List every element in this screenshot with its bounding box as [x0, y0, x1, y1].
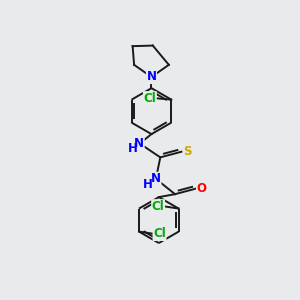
Text: H: H — [143, 178, 153, 191]
Text: N: N — [134, 137, 144, 150]
Text: O: O — [196, 182, 206, 195]
Text: Cl: Cl — [153, 227, 166, 240]
Text: Cl: Cl — [152, 200, 164, 213]
Text: Cl: Cl — [143, 92, 156, 105]
Text: N: N — [151, 172, 161, 185]
Text: N: N — [146, 70, 157, 83]
Text: S: S — [183, 145, 192, 158]
Text: H: H — [128, 142, 137, 155]
